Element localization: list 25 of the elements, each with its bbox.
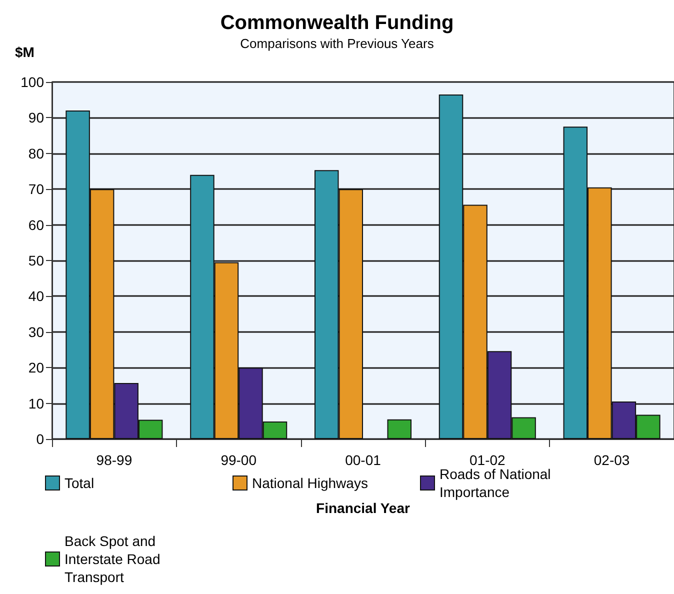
- y-tick-label: 30: [28, 324, 44, 340]
- legend-label: Roads of National Importance: [440, 466, 555, 500]
- legend-label: Total: [64, 475, 94, 491]
- x-tick-label: 99-00: [220, 452, 257, 468]
- x-axis-title: Financial Year: [316, 500, 411, 516]
- legend-label: Back Spot and Interstate Road Transport: [64, 533, 164, 585]
- x-tick-label: 02-03: [594, 452, 630, 468]
- y-tick-label: 10: [28, 395, 44, 412]
- y-tick-label: 100: [20, 74, 44, 90]
- chart-title: Commonwealth Funding: [220, 12, 454, 34]
- y-tick-label: 20: [28, 360, 44, 376]
- legend-label: National Highways: [252, 475, 368, 491]
- y-axis-title: $M: [15, 44, 34, 60]
- x-tick-label: 00-01: [345, 452, 382, 468]
- y-tick-label: 70: [28, 181, 44, 198]
- x-tick-label: 01-02: [469, 452, 506, 468]
- chart-subtitle: Comparisons with Previous Years: [240, 36, 434, 51]
- y-tick-label: 50: [28, 252, 44, 268]
- x-tick-label: 98-99: [96, 452, 132, 468]
- y-tick-label: 90: [28, 110, 44, 126]
- y-tick-label: 0: [36, 431, 44, 447]
- bar: [387, 419, 412, 439]
- y-tick-label: 60: [28, 216, 44, 233]
- y-tick-label: 40: [28, 288, 44, 304]
- y-tick-label: 80: [28, 145, 44, 162]
